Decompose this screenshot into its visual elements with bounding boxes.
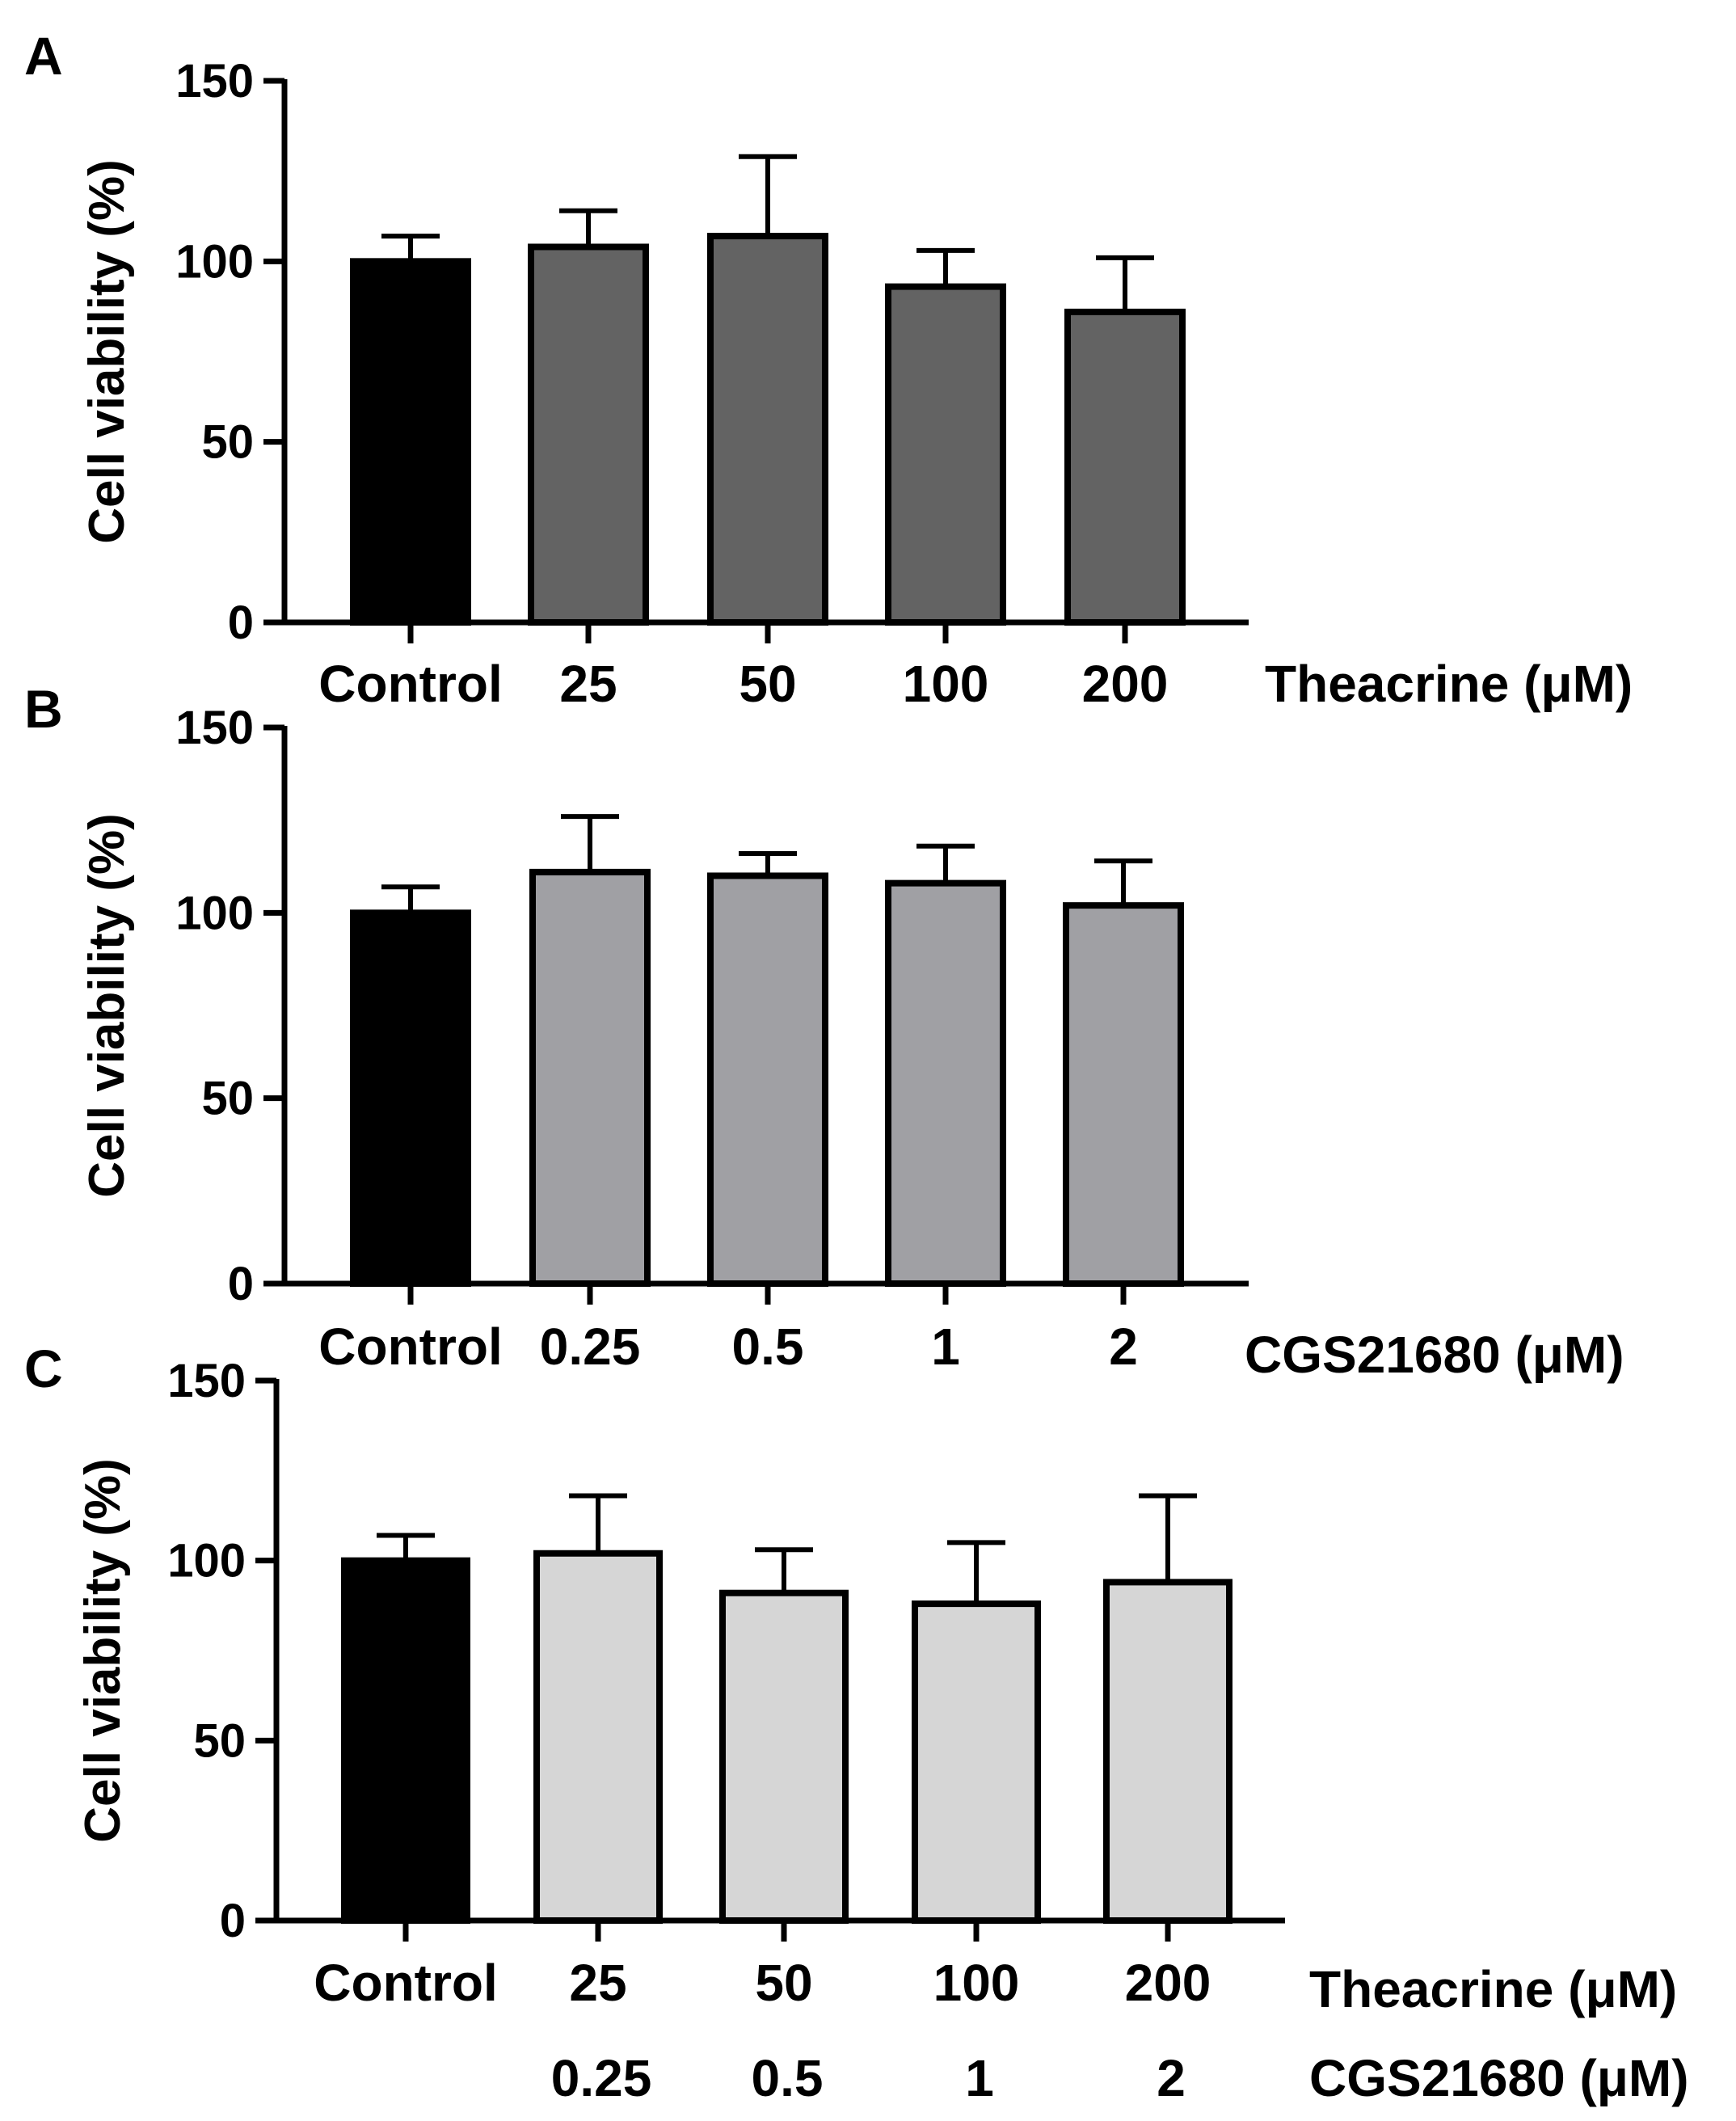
x-tick-label: Control [314,1954,498,2012]
y-tick-label: 150 [167,1355,246,1407]
x-tick-label: 25 [569,1954,626,2012]
y-tick-label: 100 [167,1535,246,1588]
bar-100 [912,1600,1041,1925]
x-tick-label: 50 [755,1954,812,2012]
y-tick-label: 0 [228,1258,254,1310]
y-tick-label: 100 [175,235,254,288]
bar-200 [1103,1579,1232,1925]
y-axis-title: Cell viability (%) [79,159,135,543]
x-tick-label: 100 [903,655,989,713]
bar-control [350,909,471,1288]
bar-0.5 [707,872,828,1287]
x-tick-label-row2: 2 [1157,2049,1186,2107]
x-tick-label: 25 [559,655,617,713]
x-axis-title: Theacrine (μM) [1265,655,1633,713]
bar-2 [1063,902,1184,1288]
y-tick-label: 100 [175,887,254,939]
y-tick-label: 0 [220,1895,246,1947]
y-tick-label: 50 [193,1714,246,1767]
bar-50 [707,233,828,626]
panel-label: B [24,679,63,739]
x-tick-label-row2: 1 [965,2049,994,2107]
x-tick-label: 100 [933,1954,1020,2012]
y-tick-label: 50 [201,416,254,469]
y-tick-label: 150 [175,55,254,108]
bar-200 [1064,308,1186,626]
x-tick-label: 0.5 [732,1318,804,1376]
bar-1 [885,879,1006,1287]
y-tick-label: 50 [201,1073,254,1125]
x-tick-label: 0.25 [540,1318,641,1376]
panel-b: B Cell viability (%) 0 50 100 150 Control 0.25 0… [24,679,1624,1384]
x-tick-label: Control [318,655,503,713]
panel-a: A Cell viability (%) 0 50 100 150 Control 25 50 1… [24,26,1633,713]
x-tick-label: 50 [739,655,796,713]
x-tick-label: 1 [931,1318,960,1376]
y-tick-label: 0 [228,597,254,649]
y-axis-title: Cell viability (%) [79,813,135,1197]
x-tick-label: 200 [1125,1954,1211,2012]
bar-50 [719,1589,849,1925]
bar-control [350,258,471,626]
x-axis-title: Theacrine (μM) [1309,1960,1677,2018]
bar-25 [533,1550,663,1924]
y-axis-title: Cell viability (%) [75,1458,131,1842]
bar-control [341,1557,470,1924]
panel-label: C [24,1339,63,1398]
bar-0.25 [529,868,651,1287]
x-axis-title: CGS21680 (μM) [1309,2049,1689,2107]
y-tick-label: 150 [175,702,254,754]
x-tick-label: 2 [1109,1318,1138,1376]
x-tick-label: Control [318,1318,503,1376]
bar-100 [885,283,1006,626]
x-axis-title: CGS21680 (μM) [1245,1326,1624,1384]
x-tick-label-row2: 0.5 [752,2049,824,2107]
x-tick-label: 200 [1082,655,1169,713]
x-tick-label-row2: 0.25 [551,2049,652,2107]
panel-label: A [24,26,63,86]
bar-25 [528,243,649,626]
